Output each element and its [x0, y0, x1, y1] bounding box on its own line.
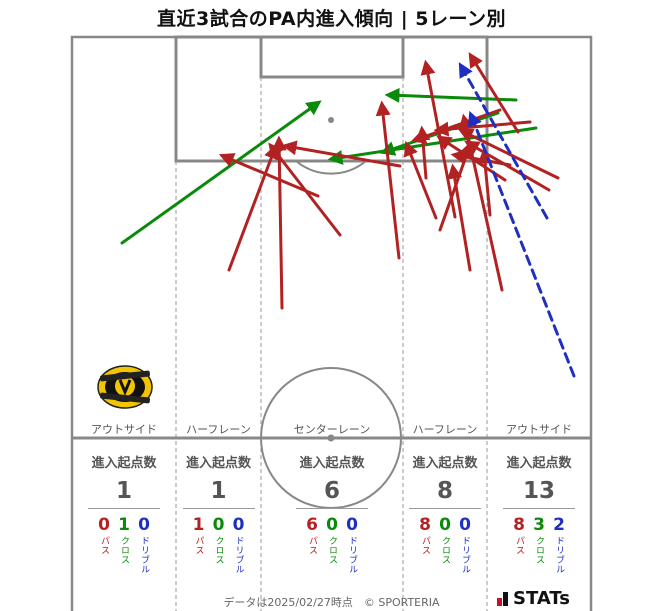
divider [296, 508, 368, 509]
dribble-label: ドリブル [554, 536, 564, 574]
cross-count: 1 [118, 515, 130, 535]
center-spot [327, 434, 335, 442]
cross-count: 0 [439, 515, 451, 535]
pass-arrow [410, 108, 502, 144]
brand-text: STATs [513, 588, 570, 609]
pass-count: 6 [306, 515, 318, 535]
pass-label: パス [420, 536, 430, 555]
pass-count: 8 [513, 515, 525, 535]
cross-arrow [327, 126, 538, 165]
dribble-count: 0 [232, 515, 245, 535]
lane-stat-outside-right: 進入起点数 13 8 パス 3 クロス 2 ドリブル [487, 452, 591, 574]
divider [503, 508, 575, 509]
pass-arrow [403, 140, 438, 220]
type-breakdown: 0 パス 1 クロス 0 ドリブル [72, 515, 176, 574]
lane-label-outside-right: アウトサイド [506, 423, 572, 436]
stat-total: 6 [323, 478, 340, 504]
penalty-arc [295, 160, 367, 175]
pass-label: パス [193, 536, 204, 555]
dribble-count: 0 [459, 515, 471, 535]
pass-count: 8 [419, 515, 431, 535]
penalty-spot [328, 117, 334, 123]
cross-label: クロス [534, 536, 544, 565]
entry-arrows [120, 52, 576, 378]
dribble-label: ドリブル [139, 536, 149, 574]
divider [182, 508, 255, 509]
goal-area [259, 35, 405, 79]
stat-total: 1 [115, 478, 132, 504]
stat-heading: 進入起点数 [506, 456, 572, 471]
lane-label-half-right: ハーフレーン [412, 423, 478, 436]
pass-arrow [271, 135, 287, 310]
lane-label-center: センターレーン [293, 423, 371, 436]
dribble-label: ドリブル [347, 536, 357, 574]
cross-arrow [384, 87, 518, 103]
cross-label: クロス [327, 536, 337, 565]
pass-arrow [477, 148, 493, 217]
pass-arrow [281, 140, 402, 168]
lane-label-half-left: ハーフレーン [186, 423, 251, 436]
pass-arrow [447, 163, 472, 272]
stat-total: 8 [436, 478, 453, 504]
pass-arrow [375, 100, 401, 260]
pass-arrow [457, 128, 560, 180]
page-title: 直近3試合のPA内進入傾向 | 5レーン別 [156, 8, 507, 30]
dribble-count: 0 [346, 515, 358, 535]
stat-heading: 進入起点数 [185, 456, 251, 471]
data-footnote: データは2025/02/27時点 © SPORTERIA [223, 596, 440, 609]
stat-heading: 進入起点数 [91, 456, 157, 471]
stat-heading: 進入起点数 [299, 456, 365, 471]
dribble-arrow [458, 62, 549, 220]
cross-label: クロス [440, 536, 450, 565]
lane-stat-center: 進入起点数 6 6 パス 0 クロス 0 ドリブル [261, 452, 403, 574]
cross-count: 0 [212, 515, 225, 535]
dribble-arrow [467, 110, 576, 378]
pass-arrow [468, 52, 520, 134]
type-breakdown: 1 パス 0 クロス 0 ドリブル [176, 515, 261, 574]
pass-arrow [218, 153, 320, 198]
pass-count: 0 [98, 515, 110, 535]
dribble-count: 2 [553, 515, 565, 535]
lane-stat-outside-left: 進入起点数 1 0 パス 1 クロス 0 ドリブル [72, 452, 176, 574]
type-breakdown: 8 パス 0 クロス 0 ドリブル [403, 515, 487, 574]
lane-stat-half-left: 進入起点数 1 1 パス 0 クロス 0 ドリブル [176, 452, 261, 574]
cross-label: クロス [119, 536, 129, 565]
lane-stat-half-right: 進入起点数 8 8 パス 0 クロス 0 ドリブル [403, 452, 487, 574]
pass-arrow [433, 120, 532, 137]
cross-label: クロス [213, 536, 224, 565]
divider [409, 508, 481, 509]
stat-total: 1 [210, 478, 227, 504]
pass-label: パス [514, 536, 524, 555]
club-crest [96, 364, 154, 414]
lane-label-outside-left: アウトサイド [91, 423, 157, 436]
cross-count: 3 [533, 515, 545, 535]
dribble-count: 0 [138, 515, 150, 535]
dribble-label: ドリブル [460, 536, 470, 574]
stat-heading: 進入起点数 [412, 456, 478, 471]
stat-total: 13 [522, 478, 555, 504]
dribble-label: ドリブル [233, 536, 244, 574]
pass-label: パス [307, 536, 317, 555]
cross-arrow [120, 100, 322, 245]
divider [88, 508, 160, 509]
pass-arrow [227, 143, 279, 272]
stats-bars-icon [497, 591, 509, 606]
cross-count: 0 [326, 515, 338, 535]
pass-count: 1 [192, 515, 205, 535]
pass-label: パス [99, 536, 109, 555]
type-breakdown: 8 パス 3 クロス 2 ドリブル [487, 515, 591, 574]
type-breakdown: 6 パス 0 クロス 0 ドリブル [261, 515, 403, 574]
brand-logo: STATs [497, 588, 570, 609]
